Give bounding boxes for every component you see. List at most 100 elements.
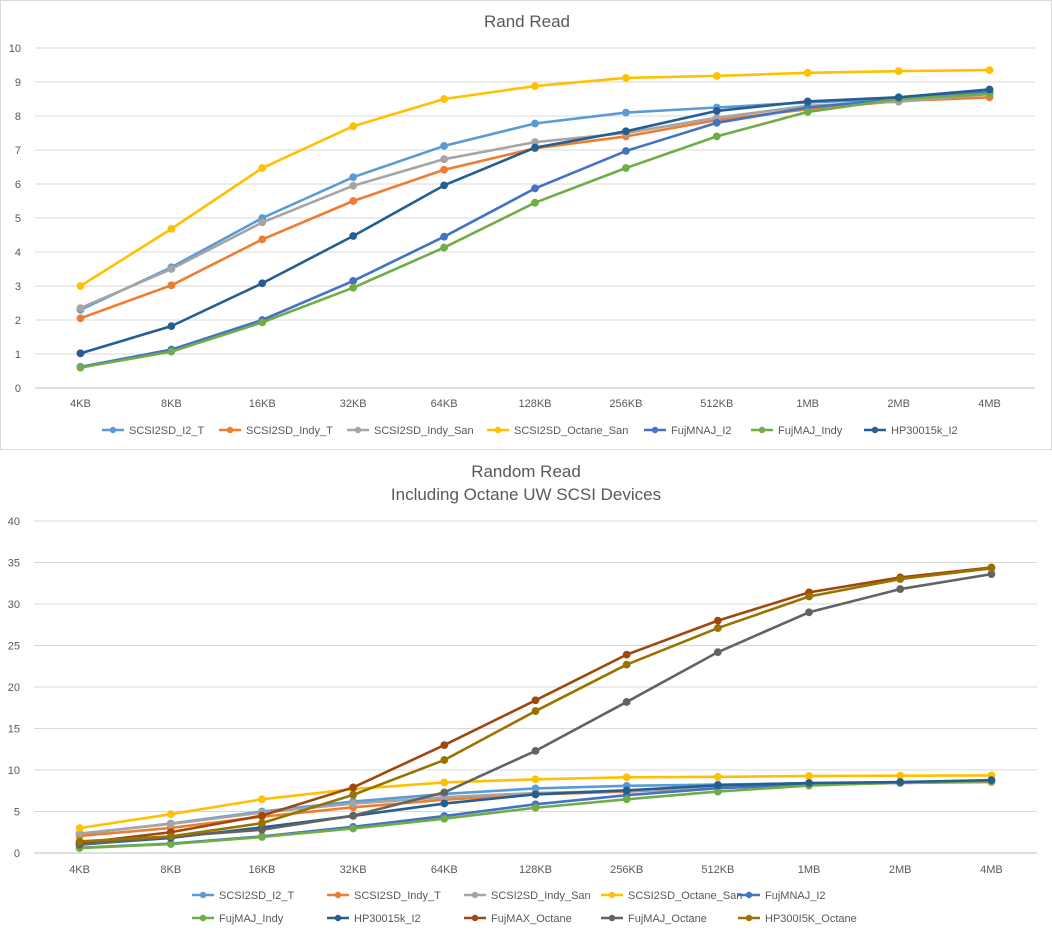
y-tick-label: 0 [15, 383, 21, 395]
data-point [349, 277, 358, 285]
data-point [76, 349, 85, 358]
legend-marker [471, 891, 479, 899]
x-tick-label: 4KB [70, 398, 91, 410]
data-point [440, 788, 449, 797]
data-point [167, 322, 176, 331]
y-tick-label: 4 [15, 247, 21, 259]
legend-marker [334, 891, 342, 899]
legend-label: SCSI2SD_Indy_T [246, 425, 333, 437]
legend-label: HP30015k_I2 [354, 913, 421, 925]
data-point [531, 143, 539, 152]
data-point [258, 819, 266, 828]
data-point [440, 181, 448, 190]
data-point [622, 108, 630, 117]
series-line [79, 92, 991, 369]
legend-marker [334, 914, 342, 922]
x-tick-label: 64KB [431, 864, 458, 876]
series-line [79, 88, 991, 355]
data-point [440, 95, 448, 103]
y-tick-label: 15 [8, 724, 20, 736]
rand-read-chart: Rand Read 0 1 2 3 4 5 6 7 8 9 10 4KB 8KB 16KB 32KB 64KB… [0, 0, 1052, 450]
data-point [622, 127, 630, 136]
chart-title: Random Read [471, 462, 581, 481]
data-point [531, 184, 539, 193]
data-point [803, 97, 812, 106]
legend-label: HP30015k_I2 [891, 425, 958, 437]
data-point [349, 799, 358, 808]
data-point [712, 132, 721, 141]
x-tick-label: 128KB [519, 864, 552, 876]
data-point [622, 773, 631, 782]
data-point [440, 778, 449, 787]
data-point [349, 122, 358, 131]
legend-label: FujMAX_Octane [491, 913, 572, 925]
legend-marker [651, 426, 659, 434]
data-point [622, 786, 631, 795]
data-point [531, 198, 539, 207]
x-tick-label: 512KB [701, 864, 734, 876]
legend-label: SCSI2SD_Octane_San [628, 890, 742, 902]
legend-label: FujMNAJ_I2 [671, 425, 732, 437]
y-tick-label: 1 [15, 349, 21, 361]
x-tick-label: 8KB [161, 398, 182, 410]
y-tick-label: 3 [15, 281, 21, 293]
data-point [987, 776, 996, 785]
x-tick-label: 64KB [431, 398, 458, 410]
data-point [75, 824, 84, 833]
data-point [167, 281, 176, 290]
series-line [79, 90, 991, 369]
data-point [713, 772, 722, 781]
data-point [713, 648, 722, 657]
data-point [349, 811, 358, 820]
data-point [75, 837, 84, 846]
legend-marker [608, 914, 616, 922]
data-point [531, 119, 539, 128]
legend-label: SCSI2SD_Octane_San [514, 425, 628, 437]
data-point [258, 811, 266, 820]
data-point [76, 363, 85, 372]
data-point [712, 118, 721, 127]
x-tick-label: 2MB [889, 864, 912, 876]
data-point [440, 799, 449, 808]
data-point [805, 608, 813, 617]
data-point [896, 771, 905, 780]
data-point [349, 173, 358, 182]
data-point [349, 783, 358, 792]
x-tick-label: 32KB [340, 864, 367, 876]
data-point [76, 314, 85, 323]
y-tick-label: 6 [15, 179, 21, 191]
legend-marker [199, 891, 207, 899]
data-point [167, 224, 176, 233]
data-point [622, 164, 630, 172]
data-point [622, 698, 631, 706]
x-tick-label: 4MB [980, 864, 1003, 876]
data-point [896, 575, 905, 584]
x-tick-label: 2MB [887, 398, 910, 410]
data-point [440, 155, 448, 164]
data-point [258, 218, 267, 227]
data-point [440, 756, 449, 764]
data-point [713, 616, 722, 625]
x-tick-label: 128KB [518, 398, 551, 410]
y-tick-label: 2 [15, 315, 21, 327]
legend-label: FujMAJ_Indy [219, 913, 284, 925]
data-point [349, 197, 358, 205]
legend-label: FujMAJ_Indy [778, 425, 843, 437]
data-point [349, 283, 358, 292]
legend-marker [871, 426, 879, 434]
data-point [622, 74, 630, 82]
data-point [440, 232, 448, 241]
data-point [166, 810, 175, 819]
random-read-octane-chart: Random Read Including Octane UW SCSI Dev… [0, 450, 1052, 936]
data-point [531, 82, 539, 90]
data-point [440, 814, 449, 823]
data-point [622, 660, 631, 669]
data-point [258, 235, 267, 244]
legend-label: SCSI2SD_I2_T [129, 425, 204, 437]
data-point [440, 243, 448, 252]
data-point [712, 107, 721, 115]
legend-label: SCSI2SD_Indy_San [491, 890, 591, 902]
y-tick-label: 9 [15, 77, 21, 89]
data-point [258, 164, 267, 172]
data-point [894, 93, 903, 102]
